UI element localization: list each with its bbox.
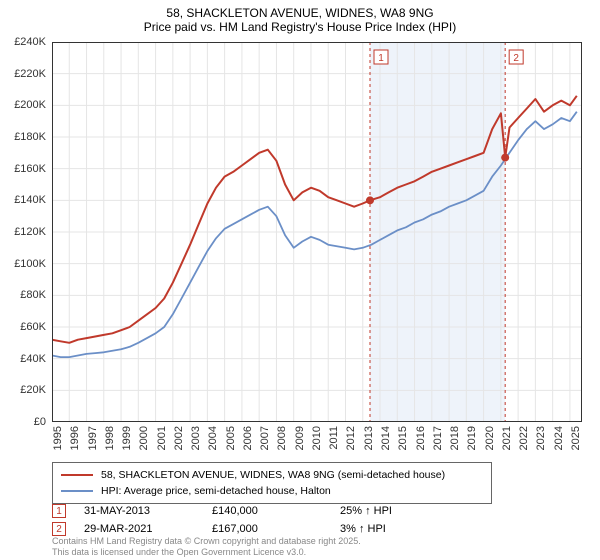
y-tick-label: £0 (34, 416, 46, 428)
x-axis: 1995 1996 1997 1998 1999 2000 2001 2002 2003 2004… (52, 424, 582, 464)
x-tick-label: 2012 (345, 426, 357, 450)
title-subtitle: Price paid vs. HM Land Registry's House … (0, 20, 600, 34)
x-tick-label: 1999 (121, 426, 133, 450)
svg-text:1: 1 (378, 53, 384, 64)
plot-area: 12 (52, 42, 582, 422)
marker-date: 29-MAR-2021 (84, 523, 194, 535)
x-tick-label: 2017 (432, 426, 444, 450)
copyright-line: This data is licensed under the Open Gov… (52, 547, 361, 558)
marker-badge: 1 (52, 504, 66, 518)
x-tick-label: 2000 (138, 426, 150, 450)
x-tick-label: 2015 (397, 426, 409, 450)
x-tick-label: 2013 (363, 426, 375, 450)
x-tick-label: 2022 (518, 426, 530, 450)
y-tick-label: £200K (14, 99, 46, 111)
legend-label: HPI: Average price, semi-detached house,… (101, 485, 331, 497)
legend-label: 58, SHACKLETON AVENUE, WIDNES, WA8 9NG (… (101, 469, 445, 481)
x-tick-label: 2019 (466, 426, 478, 450)
x-tick-label: 2004 (207, 426, 219, 450)
x-tick-label: 1997 (87, 426, 99, 450)
x-tick-label: 2002 (173, 426, 185, 450)
x-tick-label: 2003 (190, 426, 202, 450)
x-tick-label: 2007 (259, 426, 271, 450)
chart-svg: 12 (52, 42, 582, 422)
y-tick-label: £40K (20, 353, 46, 365)
title-address: 58, SHACKLETON AVENUE, WIDNES, WA8 9NG (0, 6, 600, 20)
copyright-line: Contains HM Land Registry data © Crown c… (52, 536, 361, 547)
x-tick-label: 2023 (535, 426, 547, 450)
y-tick-label: £160K (14, 163, 46, 175)
x-tick-label: 2024 (553, 426, 565, 450)
marker-number: 2 (56, 524, 62, 535)
x-tick-label: 2021 (501, 426, 513, 450)
marker-price: £167,000 (212, 523, 322, 535)
y-axis: £0£20K£40K£60K£80K£100K£120K£140K£160K£1… (0, 42, 50, 422)
y-tick-label: £100K (14, 258, 46, 270)
legend-swatch (61, 490, 93, 492)
x-tick-label: 1996 (69, 426, 81, 450)
sale-marker-row: 1 31-MAY-2013 £140,000 25% ↑ HPI (52, 502, 450, 520)
svg-text:2: 2 (513, 53, 519, 64)
legend: 58, SHACKLETON AVENUE, WIDNES, WA8 9NG (… (52, 462, 492, 504)
marker-badge: 2 (52, 522, 66, 536)
marker-number: 1 (56, 506, 62, 517)
legend-swatch (61, 474, 93, 476)
y-tick-label: £240K (14, 36, 46, 48)
x-tick-label: 2009 (294, 426, 306, 450)
copyright: Contains HM Land Registry data © Crown c… (52, 536, 361, 558)
y-tick-label: £80K (20, 289, 46, 301)
legend-item: 58, SHACKLETON AVENUE, WIDNES, WA8 9NG (… (61, 467, 483, 483)
x-tick-label: 1995 (52, 426, 64, 450)
x-tick-label: 2025 (570, 426, 582, 450)
y-tick-label: £60K (20, 321, 46, 333)
chart-container: 58, SHACKLETON AVENUE, WIDNES, WA8 9NG P… (0, 0, 600, 560)
x-tick-label: 2014 (380, 426, 392, 450)
x-tick-label: 2018 (449, 426, 461, 450)
marker-delta: 25% ↑ HPI (340, 505, 450, 517)
x-tick-label: 2016 (415, 426, 427, 450)
y-tick-label: £180K (14, 131, 46, 143)
x-tick-label: 2008 (276, 426, 288, 450)
y-tick-label: £20K (20, 384, 46, 396)
sale-markers-table: 1 31-MAY-2013 £140,000 25% ↑ HPI 2 29-MA… (52, 502, 450, 538)
legend-item: HPI: Average price, semi-detached house,… (61, 483, 483, 499)
y-tick-label: £140K (14, 194, 46, 206)
x-tick-label: 2011 (328, 426, 340, 450)
marker-date: 31-MAY-2013 (84, 505, 194, 517)
x-tick-label: 2010 (311, 426, 323, 450)
x-tick-label: 2020 (484, 426, 496, 450)
y-tick-label: £120K (14, 226, 46, 238)
x-tick-label: 2001 (156, 426, 168, 450)
x-tick-label: 1998 (104, 426, 116, 450)
sale-marker-row: 2 29-MAR-2021 £167,000 3% ↑ HPI (52, 520, 450, 538)
y-tick-label: £220K (14, 68, 46, 80)
x-tick-label: 2006 (242, 426, 254, 450)
x-tick-label: 2005 (225, 426, 237, 450)
marker-delta: 3% ↑ HPI (340, 523, 450, 535)
title-block: 58, SHACKLETON AVENUE, WIDNES, WA8 9NG P… (0, 0, 600, 34)
marker-price: £140,000 (212, 505, 322, 517)
